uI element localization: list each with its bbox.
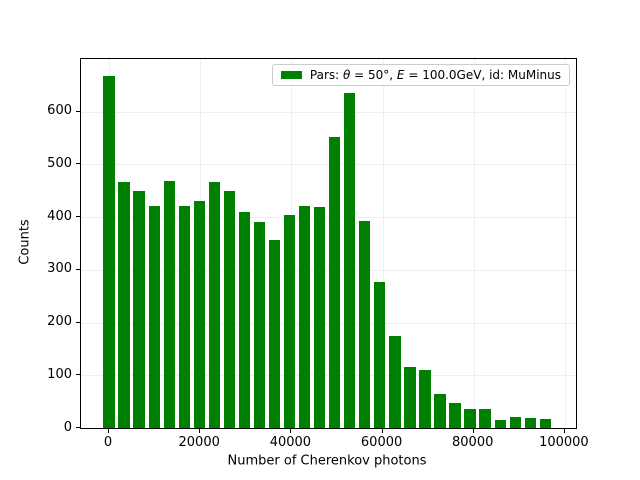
histogram-bar [389,336,401,428]
histogram-bar [268,240,281,428]
x-axis-label: Number of Cherenkov photons [227,453,427,469]
y-tick-label: 500 [47,155,72,171]
y-tick-label: 200 [47,314,72,330]
histogram-bar [344,92,356,428]
h-gridline [81,375,576,377]
histogram-bar [253,222,266,428]
x-tick-label: 100000 [539,435,589,450]
y-tick-mark [76,163,80,165]
y-tick-mark [76,268,80,270]
legend-swatch [280,71,302,79]
histogram-bar [434,394,446,428]
histogram-bar [359,221,371,428]
x-tick-mark [472,429,474,433]
h-gridline [81,217,576,219]
y-tick-mark [76,427,80,428]
x-tick-label: 60000 [360,435,403,450]
legend: Pars: θ = 50°, E = 100.0GeV, id: MuMinus [271,64,570,86]
x-tick-label: 0 [103,435,113,450]
histogram-bar [329,136,341,428]
histogram-bar [103,76,115,428]
histogram-bar [539,418,551,428]
histogram-bar [464,408,476,428]
y-tick-mark [76,110,80,112]
histogram-bar [419,370,431,428]
x-tick-mark [290,429,292,433]
histogram-bar [238,212,251,428]
histogram-bar [283,214,296,428]
legend-label-segment: θ [342,68,351,82]
y-tick-label: 100 [47,366,72,382]
legend-label-segment: Pars: [309,68,343,82]
legend-label-segment: E [396,68,405,82]
h-gridline [81,322,576,324]
histogram-bar [163,180,175,428]
x-tick-mark [381,429,383,433]
h-gridline [81,111,576,113]
histogram-bar [449,403,461,428]
y-tick-label: 400 [47,208,72,224]
histogram-bar [479,409,491,428]
histogram-bar [313,207,326,428]
legend-label: Pars: θ = 50°, E = 100.0GeV, id: MuMinus [310,68,561,82]
y-tick-mark [76,374,80,376]
histogram-bar [374,281,386,428]
v-gridline [564,59,566,428]
legend-label-segment: = 100.0GeV, id: MuMinus [404,68,561,82]
y-axis-label: Counts [17,219,33,265]
h-gridline [81,269,576,271]
v-gridline [473,59,475,428]
histogram-bar [223,191,236,428]
histogram-bar [524,417,536,428]
x-tick-label: 20000 [178,435,220,450]
v-gridline [382,59,384,428]
x-tick-mark [563,429,565,433]
plot-area: Pars: θ = 50°, E = 100.0GeV, id: MuMinus [80,58,577,429]
x-tick-mark [108,429,109,433]
histogram-bar [404,366,416,428]
histogram-bar [133,190,145,428]
y-tick-label: 0 [63,419,72,435]
histogram-bar [193,201,205,428]
h-gridline [81,164,576,166]
histogram-bar [178,205,190,428]
x-tick-label: 80000 [452,435,494,450]
histogram-bar [148,205,160,428]
histogram-bar [509,416,521,428]
y-tick-label: 300 [47,261,72,277]
y-tick-mark [76,321,80,323]
histogram-bar [298,205,311,428]
histogram-bar [208,181,220,428]
y-tick-mark [76,216,80,218]
y-tick-label: 600 [47,103,72,119]
legend-label-segment: = 50°, [350,68,397,82]
x-tick-mark [199,429,201,433]
histogram-bar [118,181,130,428]
x-tick-label: 40000 [269,435,312,450]
histogram-bar [494,420,506,428]
